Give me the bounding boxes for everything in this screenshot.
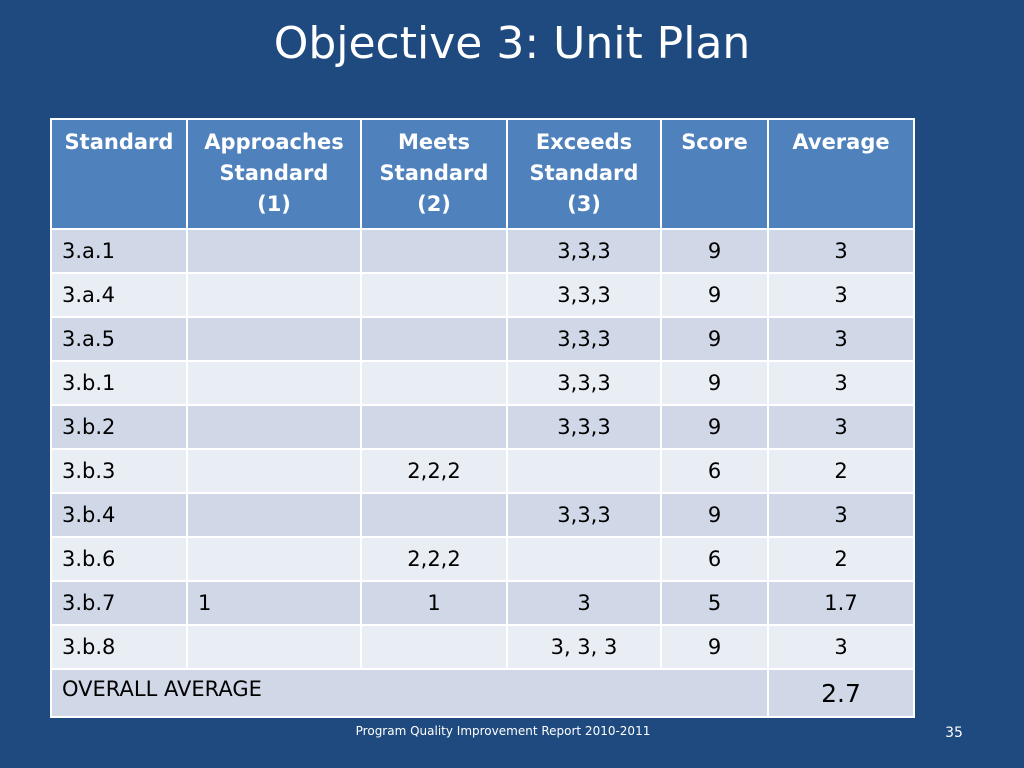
cell-approaches bbox=[186, 404, 362, 450]
header-line: Meets bbox=[398, 130, 470, 154]
table-row: 3.a.5 3,3,3 9 3 bbox=[50, 316, 915, 362]
cell-meets bbox=[360, 492, 508, 538]
table-row: 3.b.3 2,2,2 6 2 bbox=[50, 448, 915, 494]
cell-meets: 2,2,2 bbox=[360, 536, 508, 582]
cell-average: 2 bbox=[767, 536, 915, 582]
table-row: 3.a.4 3,3,3 9 3 bbox=[50, 272, 915, 318]
header-line: (2) bbox=[417, 192, 451, 216]
cell-meets: 1 bbox=[360, 580, 508, 626]
header-row: Standard Approaches Standard (1) Meets S… bbox=[50, 118, 915, 230]
cell-meets: 2,2,2 bbox=[360, 448, 508, 494]
cell-meets bbox=[360, 624, 508, 670]
table-row: 3.b.4 3,3,3 9 3 bbox=[50, 492, 915, 538]
cell-score: 5 bbox=[660, 580, 769, 626]
cell-standard: 3.b.6 bbox=[50, 536, 188, 582]
table-header: Standard Approaches Standard (1) Meets S… bbox=[50, 118, 915, 230]
header-approaches-standard: Approaches Standard (1) bbox=[186, 118, 362, 230]
overall-average-label: OVERALL AVERAGE bbox=[50, 668, 769, 718]
page-number: 35 bbox=[945, 725, 963, 741]
header-line: Average bbox=[792, 130, 890, 154]
table-row: 3.a.1 3,3,3 9 3 bbox=[50, 228, 915, 274]
cell-meets bbox=[360, 272, 508, 318]
cell-approaches bbox=[186, 536, 362, 582]
slide-title: Objective 3: Unit Plan bbox=[273, 18, 751, 69]
header-standard: Standard bbox=[50, 118, 188, 230]
cell-average: 3 bbox=[767, 360, 915, 406]
slide-footer: Program Quality Improvement Report 2010-… bbox=[355, 724, 651, 738]
cell-exceeds bbox=[506, 448, 662, 494]
header-line: Exceeds bbox=[535, 130, 633, 154]
cell-score: 9 bbox=[660, 492, 769, 538]
cell-meets bbox=[360, 316, 508, 362]
header-line: Approaches bbox=[204, 130, 344, 154]
cell-score: 9 bbox=[660, 316, 769, 362]
cell-standard: 3.a.5 bbox=[50, 316, 188, 362]
header-line: (3) bbox=[567, 192, 601, 216]
cell-exceeds bbox=[506, 536, 662, 582]
cell-meets bbox=[360, 404, 508, 450]
cell-score: 9 bbox=[660, 360, 769, 406]
table-row: 3.b.2 3,3,3 9 3 bbox=[50, 404, 915, 450]
cell-standard: 3.b.2 bbox=[50, 404, 188, 450]
cell-score: 9 bbox=[660, 624, 769, 670]
header-line: Score bbox=[681, 130, 748, 154]
cell-average: 3 bbox=[767, 316, 915, 362]
cell-score: 9 bbox=[660, 404, 769, 450]
cell-average: 3 bbox=[767, 228, 915, 274]
cell-standard: 3.b.7 bbox=[50, 580, 188, 626]
header-line: Standard bbox=[219, 161, 329, 185]
cell-exceeds: 3,3,3 bbox=[506, 492, 662, 538]
cell-average: 2 bbox=[767, 448, 915, 494]
cell-standard: 3.b.4 bbox=[50, 492, 188, 538]
cell-approaches: 1 bbox=[186, 580, 362, 626]
cell-score: 9 bbox=[660, 228, 769, 274]
cell-score: 9 bbox=[660, 272, 769, 318]
cell-approaches bbox=[186, 492, 362, 538]
header-line: Standard bbox=[529, 161, 639, 185]
cell-approaches bbox=[186, 448, 362, 494]
header-line: Standard bbox=[64, 130, 174, 154]
table-row: 3.b.7 1 1 3 5 1.7 bbox=[50, 580, 915, 626]
cell-exceeds: 3,3,3 bbox=[506, 228, 662, 274]
cell-average: 1.7 bbox=[767, 580, 915, 626]
cell-approaches bbox=[186, 228, 362, 274]
cell-meets bbox=[360, 360, 508, 406]
header-meets-standard: Meets Standard (2) bbox=[360, 118, 508, 230]
header-exceeds-standard: Exceeds Standard (3) bbox=[506, 118, 662, 230]
cell-exceeds: 3, 3, 3 bbox=[506, 624, 662, 670]
cell-approaches bbox=[186, 272, 362, 318]
cell-exceeds: 3,3,3 bbox=[506, 360, 662, 406]
cell-approaches bbox=[186, 316, 362, 362]
cell-approaches bbox=[186, 360, 362, 406]
cell-meets bbox=[360, 228, 508, 274]
cell-standard: 3.a.1 bbox=[50, 228, 188, 274]
header-average: Average bbox=[767, 118, 915, 230]
cell-exceeds: 3,3,3 bbox=[506, 272, 662, 318]
cell-average: 3 bbox=[767, 404, 915, 450]
header-line: Standard bbox=[379, 161, 489, 185]
header-score: Score bbox=[660, 118, 769, 230]
overall-average-value: 2.7 bbox=[767, 668, 915, 718]
cell-score: 6 bbox=[660, 448, 769, 494]
cell-average: 3 bbox=[767, 272, 915, 318]
cell-standard: 3.a.4 bbox=[50, 272, 188, 318]
cell-standard: 3.b.3 bbox=[50, 448, 188, 494]
cell-exceeds: 3,3,3 bbox=[506, 404, 662, 450]
cell-exceeds: 3 bbox=[506, 580, 662, 626]
cell-standard: 3.b.8 bbox=[50, 624, 188, 670]
cell-score: 6 bbox=[660, 536, 769, 582]
table-body: 3.a.1 3,3,3 9 3 3.a.4 3,3,3 9 3 3.a.5 3,3,3 9 3 3.b.… bbox=[50, 228, 915, 718]
header-line: (1) bbox=[257, 192, 291, 216]
unit-plan-table: Standard Approaches Standard (1) Meets S… bbox=[50, 118, 915, 718]
overall-average-row: OVERALL AVERAGE 2.7 bbox=[50, 668, 915, 718]
table-row: 3.b.6 2,2,2 6 2 bbox=[50, 536, 915, 582]
cell-average: 3 bbox=[767, 492, 915, 538]
cell-exceeds: 3,3,3 bbox=[506, 316, 662, 362]
cell-standard: 3.b.1 bbox=[50, 360, 188, 406]
cell-approaches bbox=[186, 624, 362, 670]
cell-average: 3 bbox=[767, 624, 915, 670]
table-row: 3.b.1 3,3,3 9 3 bbox=[50, 360, 915, 406]
